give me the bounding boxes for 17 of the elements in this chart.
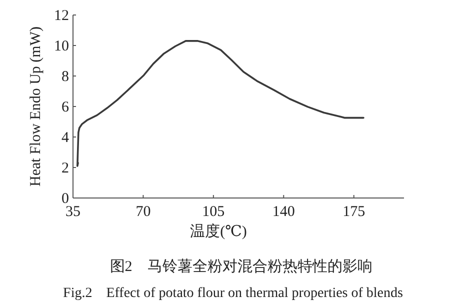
y-tick-label: 2 <box>62 160 69 176</box>
text: Fig.2 Effect of potato flour on thermal properties of blends <box>63 286 403 301</box>
text: 图2 马铃薯全粉对混合粉热特性的影响 <box>110 258 372 275</box>
y-tick-label: 8 <box>62 69 69 85</box>
y-tick-label: 10 <box>54 38 69 54</box>
x-tick-label: 140 <box>272 204 295 220</box>
x-axis-title: 温度(℃) <box>190 223 247 240</box>
x-tick-label: 175 <box>342 204 366 220</box>
x-tick-label: 105 <box>202 204 225 220</box>
y-axis-title: Heat Flow Endo Up (mW) <box>28 26 44 186</box>
line-series <box>76 40 364 167</box>
x-tick-label: 35 <box>66 204 80 220</box>
x-tick-label: 70 <box>136 204 151 220</box>
y-tick-label: 4 <box>62 130 70 146</box>
y-tick-label: 6 <box>62 100 70 116</box>
y-tick-label: 12 <box>54 8 69 24</box>
y-tick-label: 0 <box>62 191 69 207</box>
